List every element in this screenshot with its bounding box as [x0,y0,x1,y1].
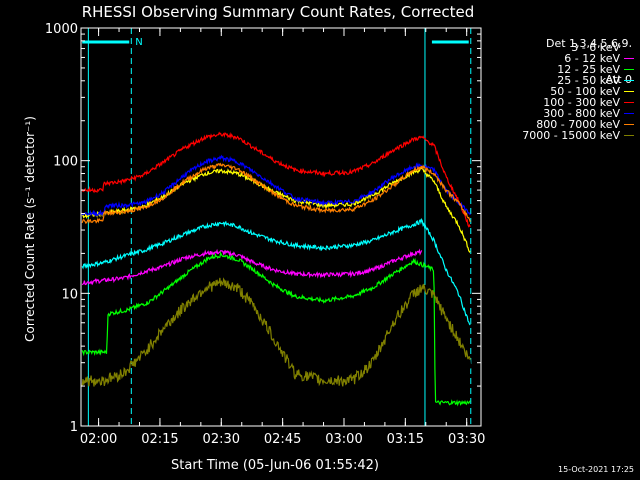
x-tick-label: 03:15 [387,432,424,447]
plot-frame [80,27,482,427]
legend-item: 300 - 800 keV [474,107,634,120]
legend-item: 100 - 300 keV [474,96,634,109]
legend-label: 800 - 7000 keV [536,118,620,131]
y-tick-label: 10 [61,287,78,302]
legend-label: 6 - 12 keV [564,52,620,65]
y-tick-label: 1000 [45,22,78,37]
legend-item: 6 - 12 keV [474,52,634,65]
series-line [81,248,423,286]
legend-swatch [624,80,634,81]
y-tick-label: 100 [53,155,78,170]
x-tick-label: 02:30 [203,432,240,447]
legend-label: 3 - 6 keV [571,41,620,54]
x-axis-label: Start Time (05-Jun-06 01:55:42) [171,458,379,473]
x-tick-label: 02:15 [141,432,178,447]
legend-label: 50 - 100 keV [550,85,620,98]
series-line [81,131,471,228]
series-line [81,251,471,407]
chart-title: RHESSI Observing Summary Count Rates, Co… [82,3,475,21]
legend-item: 800 - 7000 keV [474,118,634,131]
series-line [81,162,471,225]
marker-layer: N [82,28,472,426]
legend-item: 3 - 6 keV [474,41,634,54]
legend-item: 7000 - 15000 keV [474,129,634,142]
legend-swatch [624,91,634,92]
x-tick-label: 02:45 [264,432,301,447]
y-tick-label: 1 [70,420,78,435]
legend-swatch [624,124,634,125]
legend-label: 12 - 25 keV [557,63,620,76]
series-line [130,277,472,386]
series-layer [81,131,472,407]
marker-label: N [135,37,142,48]
axis-ticks: 02:00 02:15 02:30 02:45 03:00 03:15 03:30 1 10 10… [45,22,486,447]
legend-header-line: Att 0 [605,73,632,86]
legend-swatch [624,69,634,70]
x-tick-label: 03:00 [325,432,362,447]
legend-label: 300 - 800 keV [543,107,620,120]
y-axis-label: Corrected Count Rate (s⁻¹ detector⁻¹) [23,116,37,342]
legend: 3 - 6 keV 6 - 12 keV 12 - 25 keV 25 - 50 ke… [474,41,634,142]
timestamp: 15-Oct-2021 17:25 [558,465,634,474]
series-line [81,154,471,218]
x-tick-label: 02:00 [80,432,117,447]
series-line [81,217,471,326]
series-line [81,277,471,387]
legend-label: 7000 - 15000 keV [522,129,620,142]
legend-header-line: Det 1,3,4,5,6,9, [545,37,632,50]
legend-item: 50 - 100 keV [474,85,634,98]
legend-label: 100 - 300 keV [543,96,620,109]
legend-swatch [624,47,634,48]
legend-swatch [624,135,634,136]
legend-item: 12 - 25 keV [474,63,634,76]
legend-swatch [624,58,634,59]
legend-swatch [624,113,634,114]
legend-swatch [624,102,634,103]
legend-header: Det 1,3,4,5,6,9, Att 0 [492,14,632,98]
x-tick-label: 03:30 [448,432,485,447]
legend-item: 25 - 50 keV [474,74,634,87]
legend-label: 25 - 50 keV [557,74,620,87]
